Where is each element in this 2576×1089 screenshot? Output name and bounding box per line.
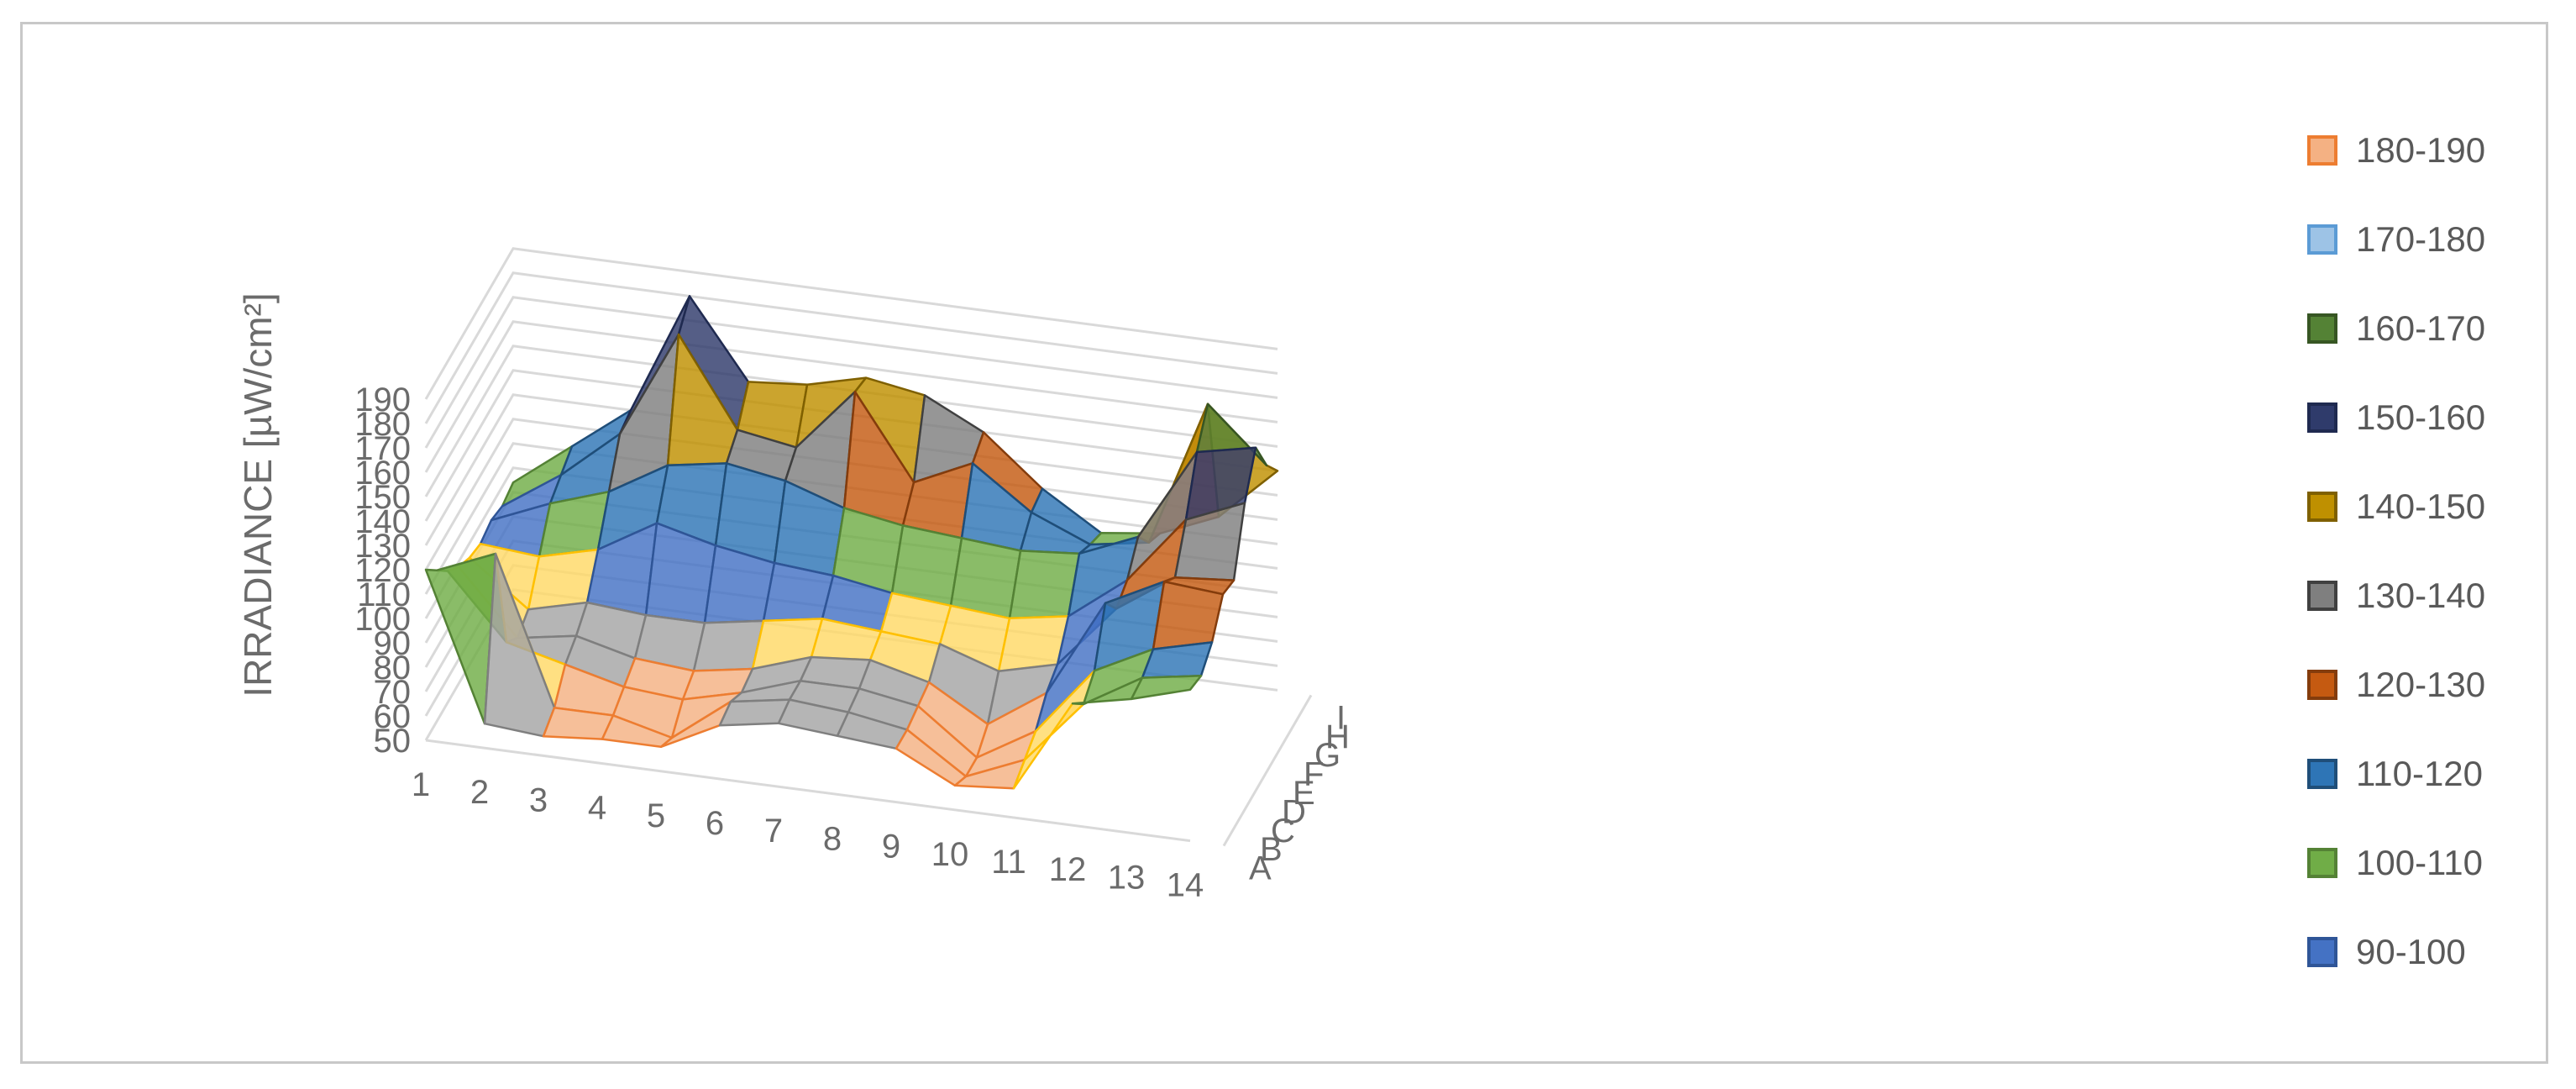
- surface-chart: 5060708090100110120130140150160170180190…: [236, 247, 1350, 904]
- y-tick-label: B: [1260, 831, 1283, 868]
- legend-swatch: [2307, 313, 2337, 344]
- legend-swatch: [2307, 224, 2337, 255]
- legend-swatch: [2307, 135, 2337, 166]
- z-gridline: [424, 369, 1278, 522]
- z-tick-label: 170: [354, 430, 411, 467]
- x-tick-label: 7: [764, 813, 783, 850]
- surface-cell: [949, 537, 1022, 620]
- z-tick-label: 150: [354, 479, 411, 516]
- z-tick-label: 140: [354, 503, 411, 540]
- z-gridline: [424, 345, 1278, 497]
- legend-item: 90-100: [2307, 927, 2466, 977]
- legend-label: 150-160: [2356, 397, 2486, 437]
- x-axis-line: [425, 739, 1191, 843]
- z-gridline: [424, 320, 1278, 473]
- legend-label: 170-180: [2356, 219, 2486, 259]
- x-tick-label: 4: [588, 790, 606, 827]
- legend-label: 140-150: [2356, 487, 2486, 526]
- z-gridline: [424, 393, 1278, 546]
- y-tick-label: I: [1336, 699, 1346, 736]
- y-tick-label: H: [1325, 718, 1350, 755]
- legend-label: 130-140: [2356, 576, 2486, 615]
- legend-item: 140-150: [2307, 481, 2485, 532]
- x-tick-label: 10: [931, 836, 969, 873]
- y-tick-label: C: [1271, 813, 1295, 850]
- surface: [424, 295, 1279, 790]
- chart-frame: 50 60 70 80 90 100 110 120 130 140 150 160 170 180 190…: [20, 22, 2548, 1064]
- z-tick-label: 80: [374, 650, 412, 687]
- legend-label: 180-190: [2356, 130, 2486, 170]
- y-tick-label: F: [1304, 756, 1324, 793]
- x-tick-label: 11: [991, 844, 1026, 881]
- z-tick-label: 120: [354, 552, 411, 589]
- z-axis-title: IRRADIANCE [µW/cm²]: [236, 292, 280, 697]
- legend-label: 100-110: [2356, 843, 2484, 882]
- legend-swatch: [2307, 759, 2337, 789]
- z-tick-label: 60: [374, 698, 412, 735]
- legend-item: 130-140: [2307, 571, 2485, 621]
- x-tick-label: 14: [1167, 867, 1204, 904]
- legend-item: 100-110: [2307, 838, 2483, 888]
- z-tick-label: 130: [354, 528, 411, 565]
- x-tick-label: 2: [470, 774, 489, 811]
- z-tick-label: 160: [354, 455, 411, 492]
- z-tick-label: 180: [354, 406, 411, 443]
- y-tick-label: A: [1249, 850, 1272, 887]
- legend-item: 120-130: [2307, 660, 2485, 710]
- x-tick-label: 5: [647, 797, 665, 834]
- legend-label: 110-120: [2356, 754, 2484, 793]
- x-tick-label: 13: [1108, 859, 1146, 896]
- z-gridline: [424, 247, 1278, 400]
- legend-label: 120-130: [2356, 665, 2486, 704]
- z-gridline: [424, 271, 1278, 424]
- z-tick-label: 110: [357, 576, 411, 613]
- legend-swatch: [2307, 848, 2337, 878]
- legend-item: 150-160: [2307, 392, 2485, 443]
- legend-swatch: [2307, 402, 2337, 433]
- y-tick-label: G: [1314, 737, 1340, 774]
- legend-swatch: [2307, 492, 2337, 522]
- x-tick-label: 3: [529, 781, 548, 818]
- x-tick-label: 1: [412, 766, 430, 803]
- z-tick-label: 190: [354, 381, 411, 418]
- surface-cell: [1130, 674, 1203, 701]
- legend-label: 160-170: [2356, 308, 2486, 348]
- z-tick-label: 100: [354, 601, 411, 638]
- legend-swatch: [2307, 670, 2337, 700]
- y-tick-label: D: [1282, 793, 1306, 830]
- x-tick-label: 9: [882, 829, 900, 865]
- z-tick-label: 50: [374, 723, 412, 760]
- legend-label: 90-100: [2356, 932, 2466, 971]
- legend-item: 160-170: [2307, 303, 2485, 354]
- legend-item: 110-120: [2307, 749, 2483, 799]
- z-tick-label: 90: [374, 625, 412, 662]
- legend-item: 180-190: [2307, 125, 2485, 176]
- z-gridline: [424, 296, 1278, 449]
- y-tick-label: E: [1293, 775, 1315, 812]
- x-tick-label: 6: [706, 805, 724, 842]
- y-axis-line: [1222, 694, 1313, 847]
- surface-cell: [890, 524, 963, 608]
- z-tick-label: 70: [374, 674, 412, 711]
- axis-labels: 5060708090100110120130140150160170180190…: [236, 292, 1350, 903]
- surface-cell: [1152, 580, 1225, 650]
- x-tick-label: 12: [1049, 851, 1087, 888]
- legend-swatch: [2307, 581, 2337, 611]
- legend-swatch: [2307, 937, 2337, 967]
- legend-item: 170-180: [2307, 214, 2485, 265]
- x-tick-label: 8: [823, 820, 842, 857]
